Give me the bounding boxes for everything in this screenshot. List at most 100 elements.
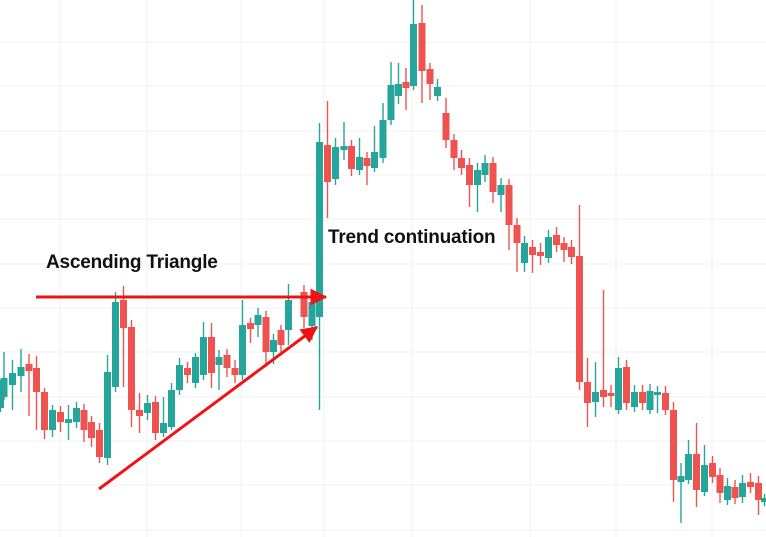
candle — [104, 355, 111, 465]
candle — [247, 318, 254, 343]
candle — [277, 325, 285, 352]
candle — [371, 126, 378, 172]
candle — [25, 354, 33, 416]
candle — [340, 122, 348, 160]
candle — [402, 68, 410, 110]
candle — [395, 63, 402, 104]
candle — [208, 323, 215, 388]
candle — [529, 240, 536, 273]
candle — [332, 138, 339, 185]
candle — [387, 62, 395, 125]
candle — [654, 386, 661, 413]
candle — [96, 423, 103, 463]
candle — [568, 240, 575, 264]
candle — [17, 349, 25, 392]
candle — [685, 440, 692, 484]
candle — [670, 402, 677, 502]
candle — [73, 402, 80, 428]
candle — [481, 155, 489, 182]
candle — [747, 473, 754, 493]
candle — [88, 416, 95, 447]
candle — [450, 134, 458, 170]
candle — [379, 103, 387, 163]
candle — [262, 311, 270, 367]
candle — [65, 405, 72, 440]
candle — [434, 79, 441, 101]
candle — [716, 468, 724, 503]
candle — [709, 456, 716, 483]
candle — [9, 360, 16, 410]
candle — [231, 360, 239, 383]
candle — [285, 284, 292, 345]
candle — [426, 63, 434, 100]
candle — [176, 358, 183, 395]
candle — [192, 353, 199, 388]
candle — [731, 480, 739, 504]
candle — [215, 350, 223, 390]
candle — [300, 285, 308, 328]
candle — [576, 205, 583, 390]
candle — [356, 138, 363, 175]
candle — [560, 237, 568, 262]
candle — [41, 388, 48, 439]
candle — [458, 150, 465, 175]
candle — [631, 385, 638, 412]
candle — [200, 322, 207, 380]
candle — [545, 230, 552, 263]
candle — [505, 179, 513, 250]
ascending-support-line — [98, 325, 318, 491]
candle — [363, 152, 371, 185]
candle — [600, 290, 607, 407]
candle — [144, 395, 151, 420]
candle — [553, 227, 560, 252]
candle — [80, 404, 88, 442]
candle — [521, 236, 528, 272]
candle — [49, 405, 56, 437]
candle — [592, 362, 599, 417]
trend-continuation-label: Trend continuation — [328, 227, 496, 248]
candle — [677, 463, 685, 523]
candle — [489, 157, 497, 203]
candle — [755, 476, 762, 515]
candle — [442, 98, 450, 148]
candle — [466, 158, 473, 207]
candle — [513, 218, 521, 272]
candle — [724, 478, 731, 505]
candle — [324, 101, 331, 218]
candle — [418, 5, 426, 103]
candle — [128, 320, 135, 427]
candle — [761, 494, 766, 506]
candle — [33, 356, 40, 430]
candle — [584, 358, 591, 427]
candle — [474, 163, 481, 212]
candle — [57, 406, 64, 432]
candle — [120, 286, 127, 387]
candle — [639, 385, 646, 410]
candle — [646, 384, 654, 414]
candle — [136, 393, 143, 433]
candle — [537, 243, 544, 265]
candle — [662, 386, 669, 415]
candle — [112, 292, 119, 392]
candle — [701, 445, 708, 496]
candle — [254, 308, 262, 337]
candles-group — [0, 0, 766, 523]
candle — [0, 352, 8, 400]
candle — [623, 360, 630, 410]
candle — [152, 396, 159, 440]
candle — [693, 423, 700, 507]
candle — [410, 0, 417, 90]
candle — [184, 362, 191, 383]
candle — [348, 140, 355, 176]
candle — [607, 385, 615, 407]
candle — [316, 123, 323, 410]
candle — [168, 383, 175, 430]
candle — [615, 357, 622, 414]
candle — [239, 300, 246, 380]
candle — [223, 349, 231, 377]
candle — [497, 178, 505, 212]
candle — [160, 397, 167, 437]
